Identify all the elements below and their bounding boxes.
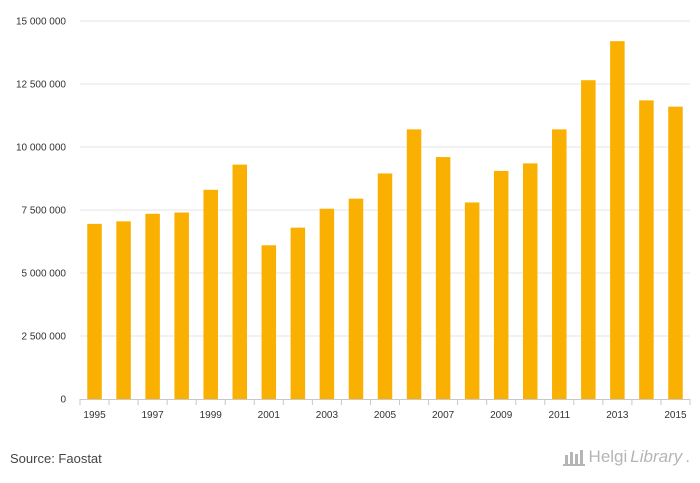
- bar-2007: [435, 157, 451, 399]
- bar-1997: [145, 213, 160, 399]
- x-tick-label: 2013: [606, 410, 629, 421]
- bar-2011: [552, 129, 567, 400]
- brand-name-part2: Library: [630, 447, 683, 466]
- x-tick-label: 1997: [141, 410, 164, 421]
- y-tick-label: 7 500 000: [22, 206, 67, 217]
- bar-1996: [116, 221, 131, 399]
- x-tick-label: 1995: [83, 410, 106, 421]
- x-tick-label: 2007: [432, 410, 455, 421]
- library-building-icon: [562, 450, 585, 466]
- bar-2010: [522, 163, 538, 399]
- bar-1998: [174, 212, 189, 399]
- bar-2013: [610, 41, 625, 399]
- x-tick-label: 2005: [374, 410, 397, 421]
- x-tick-label: 2009: [490, 410, 513, 421]
- bar-2009: [493, 170, 509, 399]
- y-tick-label: 5 000 000: [22, 269, 67, 280]
- bars: [87, 41, 683, 400]
- bar-1995: [87, 223, 102, 399]
- y-tick-label: 0: [60, 395, 66, 406]
- x-tick-label: 1999: [200, 410, 223, 421]
- y-tick-label: 10 000 000: [16, 143, 66, 154]
- x-tick-label: 2003: [316, 410, 339, 421]
- x-axis-labels: 1995 1997 1999 2001 2003 2005 2007 2009 2011 2013…: [83, 410, 687, 421]
- x-tick-label: 2001: [258, 410, 281, 421]
- bar-2012: [581, 80, 596, 399]
- bar-2003: [319, 208, 335, 399]
- bar-2015: [668, 106, 683, 400]
- y-axis-labels: 0 2 500 000 5 000 000 7 500 000 10 000 000 12…: [16, 17, 67, 406]
- bar-2005: [377, 173, 393, 399]
- source-note: Source: Faostat: [10, 451, 102, 466]
- x-axis: [79, 399, 691, 405]
- y-tick-label: 2 500 000: [22, 332, 67, 343]
- bar-2000: [232, 164, 248, 399]
- bar-2004: [348, 198, 364, 399]
- bar-2001: [261, 245, 277, 399]
- bar-2006: [406, 129, 422, 400]
- x-tick-label: 2015: [664, 410, 687, 421]
- bar-1999: [203, 189, 218, 399]
- brand-suffix: .: [685, 447, 690, 466]
- bar-2008: [464, 202, 480, 399]
- x-tick-label: 2011: [549, 410, 571, 421]
- bar-chart: 0 2 500 000 5 000 000 7 500 000 10 000 000 12…: [16, 17, 691, 421]
- brand-logo: Helgi Library.: [562, 447, 690, 467]
- bar-2014: [639, 100, 654, 399]
- brand-name-part1: Helgi: [588, 447, 628, 466]
- y-tick-label: 15 000 000: [16, 17, 66, 28]
- y-tick-label: 12 500 000: [16, 80, 66, 91]
- bar-2002: [290, 227, 306, 399]
